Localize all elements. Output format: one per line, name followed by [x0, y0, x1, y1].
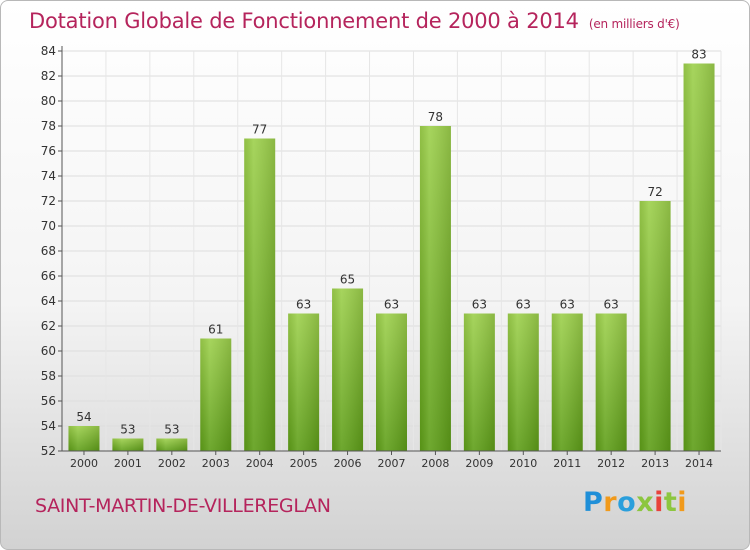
x-tick-label: 2005 [290, 457, 318, 470]
y-tick-label: 78 [41, 119, 56, 133]
bar-shading [507, 313, 539, 451]
logo-letter: i [654, 487, 664, 518]
x-tick-label: 2010 [509, 457, 537, 470]
bar-shading [112, 438, 144, 451]
x-tick-label: 2002 [158, 457, 186, 470]
y-tick-label: 72 [41, 194, 56, 208]
y-tick-label: 82 [41, 69, 56, 83]
bar-shading [332, 288, 364, 451]
bar-shading [156, 438, 188, 451]
bar-shading [68, 426, 100, 451]
y-tick-label: 54 [41, 419, 56, 433]
bar-shading [639, 201, 671, 451]
chart-title: Dotation Globale de Fonctionnement de 20… [29, 9, 680, 33]
value-label: 54 [76, 410, 91, 424]
value-label: 83 [691, 48, 706, 62]
y-tick-label: 62 [41, 319, 56, 333]
x-tick-label: 2011 [553, 457, 581, 470]
bar-shading [244, 138, 276, 451]
commune-name: SAINT-MARTIN-DE-VILLEREGLAN [35, 495, 331, 517]
bar-shading [595, 313, 627, 451]
x-tick-label: 2013 [641, 457, 669, 470]
y-tick-label: 64 [41, 294, 56, 308]
x-tick-label: 2000 [70, 457, 98, 470]
x-tick-label: 2009 [465, 457, 493, 470]
bar-shading [288, 313, 320, 451]
value-label: 63 [604, 298, 619, 312]
y-tick-label: 58 [41, 369, 56, 383]
bar-shading [463, 313, 495, 451]
value-label: 78 [428, 110, 443, 124]
value-label: 63 [472, 298, 487, 312]
unit-note: (en milliers d'€) [588, 17, 680, 31]
value-label: 63 [296, 298, 311, 312]
y-tick-label: 66 [41, 269, 56, 283]
value-label: 72 [647, 185, 662, 199]
x-tick-label: 2012 [597, 457, 625, 470]
labels: 52 54 56 58 60 62 64 66 68 70 72 74 76 78 80 82 84 54 2000… [41, 44, 713, 470]
x-tick-label: 2001 [114, 457, 142, 470]
logo-letter: x [636, 487, 655, 518]
axes [58, 46, 721, 455]
value-label: 61 [208, 323, 223, 337]
value-label: 77 [252, 123, 267, 137]
value-label: 53 [164, 423, 179, 437]
logo-letter: o [617, 487, 637, 518]
y-tick-label: 60 [41, 344, 56, 358]
y-tick-label: 56 [41, 394, 56, 408]
proxiti-logo: Proxiti [583, 487, 687, 518]
y-tick-label: 80 [41, 94, 56, 108]
value-label: 53 [120, 423, 135, 437]
x-tick-label: 2006 [334, 457, 362, 470]
x-tick-label: 2003 [202, 457, 230, 470]
x-tick-label: 2007 [378, 457, 406, 470]
x-tick-label: 2004 [246, 457, 274, 470]
bar-shading [376, 313, 407, 451]
bar-shading [419, 126, 451, 451]
y-tick-label: 74 [41, 169, 56, 183]
logo-letter: P [583, 487, 604, 518]
logo-letter: r [603, 487, 618, 518]
bars [68, 63, 715, 451]
bar-shading [200, 338, 232, 451]
y-tick-label: 76 [41, 144, 56, 158]
y-tick-label: 84 [41, 44, 56, 58]
logo-letter: i [677, 487, 688, 518]
x-tick-label: 2008 [421, 457, 449, 470]
x-tick-label: 2014 [685, 457, 713, 470]
y-tick-label: 52 [41, 444, 56, 458]
value-label: 65 [340, 273, 355, 287]
y-tick-label: 68 [41, 244, 56, 258]
bar-shading [683, 63, 715, 451]
y-tick-label: 70 [41, 219, 56, 233]
value-label: 63 [516, 298, 531, 312]
bar-shading [551, 313, 583, 451]
value-label: 63 [384, 298, 399, 312]
value-label: 63 [560, 298, 575, 312]
logo-letter: t [663, 487, 678, 518]
title-text: Dotation Globale de Fonctionnement de 20… [29, 9, 579, 33]
